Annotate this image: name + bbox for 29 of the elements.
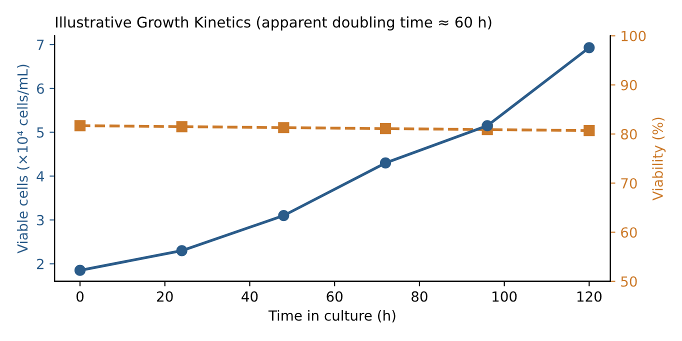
- point: [584, 42, 595, 54]
- point: [482, 120, 493, 132]
- x-tick-label: 20: [157, 291, 173, 302]
- y-tick-label: 4: [36, 171, 44, 182]
- y2-axis-title: Viability (%): [652, 118, 666, 200]
- x-tick-label: 0: [76, 291, 84, 302]
- y-tick-label: 7: [37, 40, 44, 50]
- chart-title: Illustrative Growth Kinetics (apparent doubling time ≈ 60 h): [56, 16, 492, 31]
- x-tick-label: 120: [577, 291, 602, 302]
- y2-tick-label: 70: [621, 178, 637, 189]
- y2-tick-label: 80: [621, 128, 637, 140]
- point: [278, 210, 290, 222]
- y-tick-label: 2: [37, 258, 44, 270]
- y2-tick-label: 50: [621, 276, 637, 287]
- point: [380, 157, 392, 169]
- x-tick-label: 80: [412, 291, 428, 302]
- y2-tick-label: 90: [620, 80, 637, 90]
- point: [176, 245, 188, 256]
- x-tick-label: 100: [492, 291, 517, 302]
- y-tick-label: 3: [37, 214, 44, 226]
- y2-tick-label: 100: [622, 30, 646, 42]
- x-axis-title: Time in culture (h): [268, 310, 396, 322]
- x-tick-label: 40: [242, 291, 258, 302]
- x-tick-label: 60: [326, 291, 343, 302]
- y-axis-title: Viable cells (×10⁴ cells/mL): [17, 64, 30, 254]
- y-tick-label: 6: [36, 83, 44, 94]
- point: [74, 264, 86, 276]
- y2-tick-label: 60: [621, 227, 637, 238]
- y-tick-label: 5: [37, 127, 44, 138]
